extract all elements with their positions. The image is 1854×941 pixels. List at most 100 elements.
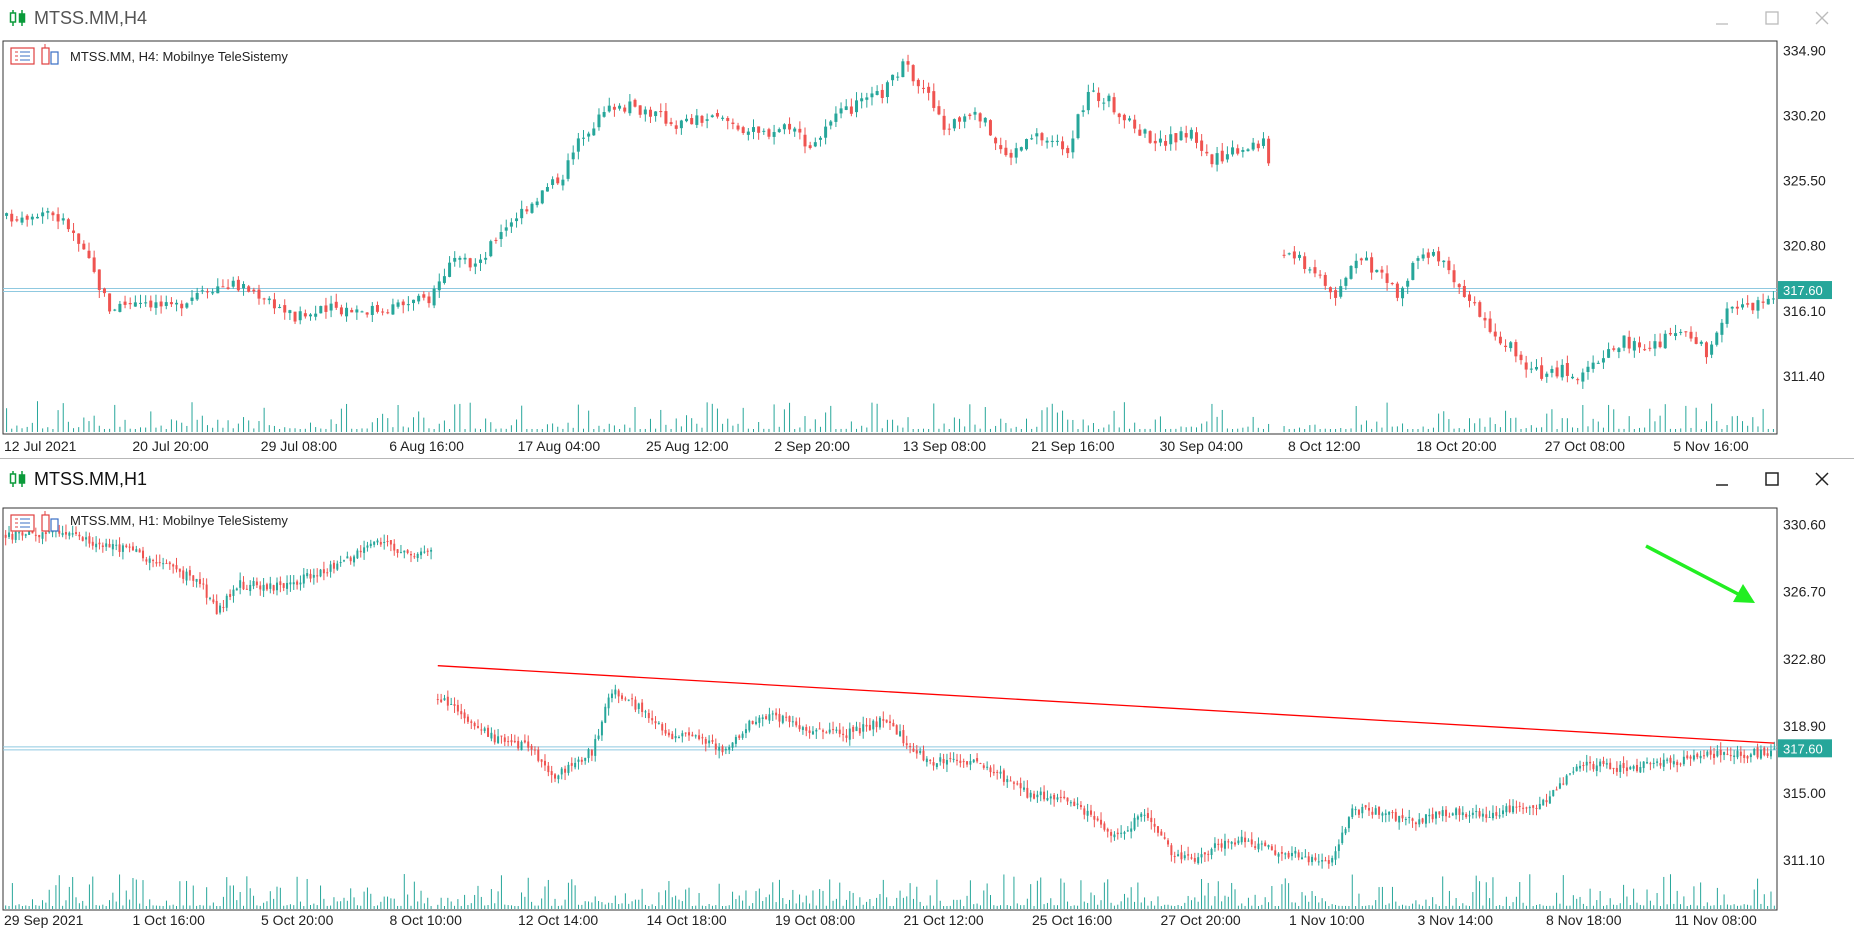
candle [1368, 802, 1371, 817]
candle [1050, 135, 1054, 148]
candle [1720, 319, 1724, 343]
maximize-button[interactable] [1754, 465, 1790, 493]
price-label: 320.80 [1783, 238, 1826, 254]
candle [1437, 246, 1441, 266]
candle [339, 304, 343, 317]
candle [503, 733, 506, 747]
candle [314, 305, 318, 321]
list-icon[interactable] [10, 47, 35, 65]
list-icon[interactable] [10, 514, 35, 532]
candle [700, 114, 704, 127]
candle [1317, 854, 1320, 866]
candle [677, 735, 680, 739]
candle [935, 763, 938, 770]
candle [1053, 792, 1056, 807]
candle [1632, 337, 1636, 358]
minimize-button[interactable] [1704, 465, 1740, 493]
candle [1311, 854, 1314, 866]
candle [1483, 312, 1487, 329]
candle [818, 722, 821, 730]
candle [1694, 331, 1698, 345]
candle [577, 756, 580, 770]
candle [329, 295, 333, 318]
price-label: 316.10 [1783, 303, 1826, 319]
candle [1679, 762, 1682, 767]
candle [319, 305, 323, 314]
price-axis[interactable]: 330.60 326.70 322.80 318.90 315.00 311.1… [1783, 516, 1826, 868]
time-label: 5 Oct 20:00 [261, 912, 334, 928]
indicator-icon[interactable] [41, 44, 59, 65]
candle [409, 550, 412, 563]
candle [303, 309, 307, 319]
candle [1210, 153, 1214, 168]
maximize-icon [1765, 472, 1779, 486]
candle [1223, 833, 1226, 856]
time-axis[interactable]: 12 Jul 2021 20 Jul 20:00 29 Jul 08:00 6 … [4, 438, 1749, 454]
maximize-button[interactable] [1754, 4, 1790, 32]
candle [113, 308, 117, 312]
trendline[interactable] [437, 665, 1775, 744]
indicator-icon[interactable] [41, 511, 59, 532]
candle [1753, 747, 1756, 756]
candle [1475, 804, 1478, 819]
candle [500, 735, 503, 744]
candle [4, 530, 7, 546]
candle [896, 72, 900, 81]
candle [366, 541, 369, 552]
candle [932, 757, 935, 771]
candle [1227, 838, 1230, 849]
candle [66, 217, 70, 232]
candle [1751, 302, 1755, 314]
candle [1424, 813, 1427, 828]
candle [292, 575, 295, 590]
candle [1217, 838, 1220, 851]
candle [308, 313, 312, 321]
candle [1550, 365, 1554, 378]
green-arrow[interactable] [1645, 544, 1755, 603]
plot-area[interactable] [2, 507, 1778, 911]
minimize-button[interactable] [1704, 4, 1740, 32]
candle [152, 558, 155, 568]
candle [158, 554, 161, 567]
price-chart-h1[interactable]: MTSS.MM, H1: Mobilnye TeleSistemy 330.60… [0, 505, 1854, 941]
window-titlebar[interactable]: MTSS.MM,H1 [0, 461, 1854, 497]
candle [1280, 846, 1283, 861]
candle [942, 108, 946, 136]
candle [922, 745, 925, 762]
candle [406, 548, 409, 555]
candle [905, 735, 908, 750]
candle [1091, 82, 1095, 93]
candle [1669, 755, 1672, 770]
candle [1066, 797, 1069, 805]
candle [1565, 355, 1569, 383]
candle [1441, 806, 1444, 822]
candle [1451, 812, 1454, 816]
candle [24, 533, 27, 539]
price-axis[interactable]: 334.90 330.20 325.50 320.80 316.10 311.4… [1783, 42, 1826, 384]
chart-window-h4[interactable]: MTSS.MM,H4 [0, 0, 1854, 459]
candle [92, 250, 96, 274]
candle [1684, 331, 1688, 337]
close-button[interactable] [1804, 4, 1840, 32]
time-label: 29 Sep 2021 [4, 912, 84, 928]
candle [999, 137, 1003, 154]
plot-area[interactable] [2, 40, 1778, 435]
candle [925, 756, 928, 767]
candle [15, 215, 19, 223]
price-chart-h4[interactable]: MTSS.MM, H4: Mobilnye TeleSistemy 334.90… [0, 38, 1854, 458]
candle [389, 540, 392, 552]
candle [634, 696, 637, 713]
candle [1658, 333, 1662, 349]
candle [1190, 853, 1193, 860]
candle [466, 714, 469, 724]
candle [56, 207, 60, 230]
window-titlebar[interactable]: MTSS.MM,H4 [0, 0, 1854, 36]
candle [832, 721, 835, 735]
candle [1234, 838, 1237, 847]
candle [463, 709, 466, 724]
close-button[interactable] [1804, 465, 1840, 493]
candle [1485, 806, 1488, 823]
candle [788, 715, 791, 728]
candle [584, 757, 587, 765]
time-axis[interactable]: 29 Sep 2021 1 Oct 16:00 5 Oct 20:00 8 Oc… [4, 912, 1757, 928]
